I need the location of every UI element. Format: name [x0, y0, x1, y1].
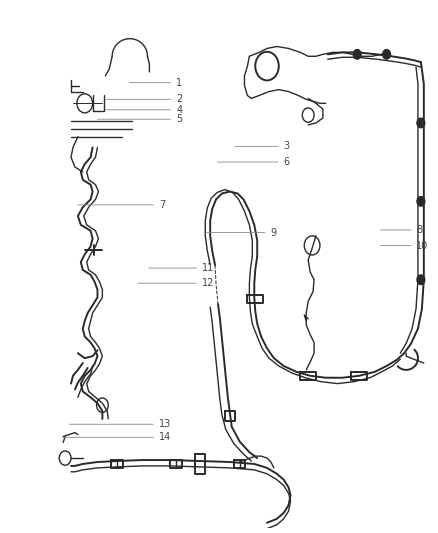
Text: 9: 9 — [207, 228, 277, 238]
Text: 12: 12 — [138, 278, 214, 288]
Text: 2: 2 — [106, 94, 182, 104]
Circle shape — [417, 275, 425, 285]
Circle shape — [417, 197, 425, 206]
Text: 11: 11 — [149, 263, 214, 273]
Text: 4: 4 — [106, 105, 182, 115]
Text: 10: 10 — [381, 240, 429, 251]
Text: 14: 14 — [63, 432, 171, 442]
Circle shape — [383, 50, 391, 59]
Text: 1: 1 — [130, 78, 182, 87]
Text: 3: 3 — [235, 141, 290, 151]
Text: 6: 6 — [218, 157, 290, 167]
Text: 7: 7 — [78, 200, 165, 210]
Text: 8: 8 — [381, 225, 423, 235]
Text: 13: 13 — [69, 419, 171, 429]
Text: 5: 5 — [97, 114, 182, 124]
Circle shape — [417, 118, 425, 128]
Circle shape — [353, 50, 361, 59]
